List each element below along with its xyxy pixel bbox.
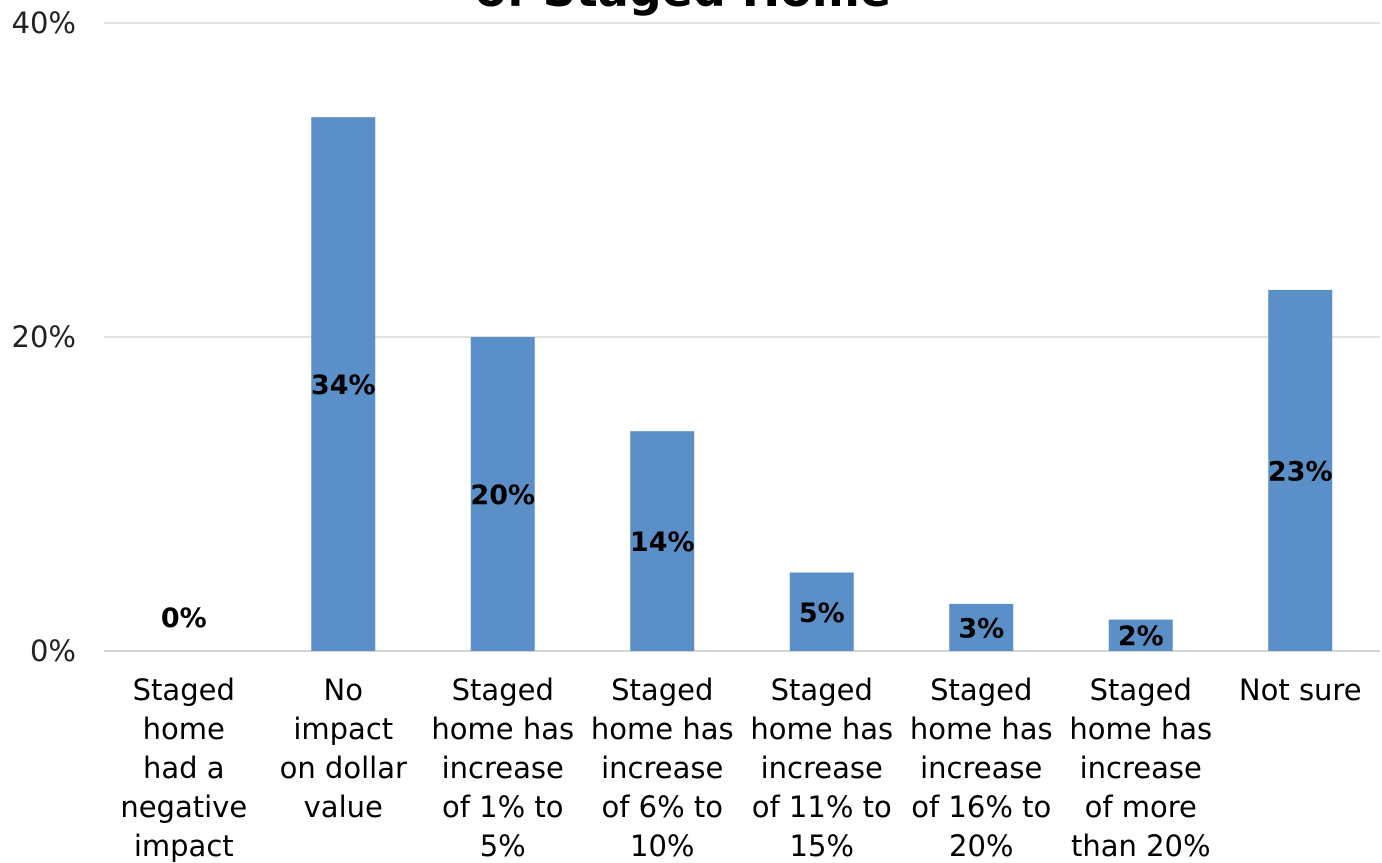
y-tick-label: 40% <box>12 6 76 40</box>
x-category-line: of more <box>1085 790 1197 824</box>
x-category-line: of 6% to <box>601 790 723 824</box>
x-category-label: Staged home had a negative impact <box>120 673 247 863</box>
x-category-line: had a <box>143 751 225 785</box>
data-labels: 0% 34% 20% 14% 5% 3% 2% 23% <box>161 370 1333 652</box>
x-category-line: Staged <box>611 673 713 707</box>
x-category-line: 10% <box>630 829 694 863</box>
x-category-line: increase <box>761 751 883 785</box>
data-label: 3% <box>958 613 1004 644</box>
bar <box>789 572 854 651</box>
x-category-line: impact <box>293 712 393 746</box>
y-tick-label: 20% <box>12 320 76 354</box>
x-category-line: of 16% to <box>911 790 1051 824</box>
x-category-line: increase <box>601 751 723 785</box>
x-category-line: home has <box>431 712 574 746</box>
x-category-line: increase <box>920 751 1042 785</box>
bar <box>1268 289 1333 651</box>
x-category-line: No <box>324 673 363 707</box>
bar <box>630 431 695 651</box>
x-category-line: home has <box>1069 712 1212 746</box>
x-category-line: home has <box>750 712 893 746</box>
x-category-label: No impact on dollar value <box>280 673 407 824</box>
x-category-line: home has <box>591 712 734 746</box>
bar <box>1108 619 1173 651</box>
x-category-line: home has <box>910 712 1053 746</box>
x-category-label: Staged home has increase of more than 20% <box>1069 673 1212 863</box>
x-category-label: Staged home has increase of 16% to 20% <box>910 673 1053 863</box>
data-label: 0% <box>161 603 207 634</box>
bar <box>949 603 1014 651</box>
x-category-line: 20% <box>949 829 1013 863</box>
bars <box>311 117 1333 651</box>
y-axis-ticks: 0% 20% 40% <box>12 6 76 668</box>
chart-title: of Staged Home <box>475 0 891 17</box>
x-category-line: increase <box>1080 751 1202 785</box>
data-label: 14% <box>630 527 695 558</box>
x-category-line: increase <box>442 751 564 785</box>
x-category-line: impact <box>134 829 234 863</box>
x-category-line: Staged <box>930 673 1032 707</box>
bar <box>311 117 376 651</box>
x-category-label: Staged home has increase of 6% to 10% <box>591 673 734 863</box>
x-category-line: of 1% to <box>442 790 564 824</box>
x-category-line: home <box>143 712 225 746</box>
data-label: 23% <box>1268 456 1333 487</box>
x-category-line: of 11% to <box>752 790 892 824</box>
x-category-line: than 20% <box>1071 829 1211 863</box>
x-category-line: negative <box>120 790 247 824</box>
x-category-label: Staged home has increase of 1% to 5% <box>431 673 574 863</box>
x-axis-categories: Staged home had a negative impact No impact on … <box>120 673 1361 863</box>
data-label: 20% <box>470 480 535 511</box>
data-label: 5% <box>799 598 845 629</box>
x-category-line: value <box>304 790 383 824</box>
y-tick-label: 0% <box>30 634 76 668</box>
x-category-label: Not sure <box>1239 673 1362 707</box>
x-category-line: on dollar <box>280 751 407 785</box>
bar <box>470 337 535 651</box>
x-category-line: Not sure <box>1239 673 1362 707</box>
x-category-line: Staged <box>771 673 873 707</box>
x-category-line: 15% <box>790 829 854 863</box>
x-category-line: Staged <box>1090 673 1192 707</box>
x-category-line: Staged <box>133 673 235 707</box>
data-label: 34% <box>311 370 376 401</box>
x-category-line: Staged <box>452 673 554 707</box>
x-category-line: 5% <box>480 829 526 863</box>
x-category-label: Staged home has increase of 11% to 15% <box>750 673 893 863</box>
gridlines <box>104 22 1380 652</box>
data-label: 2% <box>1118 621 1164 652</box>
